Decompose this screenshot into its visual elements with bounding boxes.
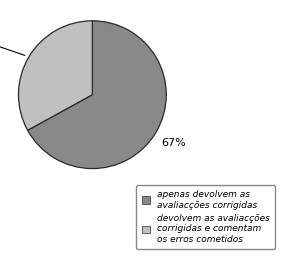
Text: 33%: 33% [0,34,25,55]
Legend: apenas devolvem as
avaliacções corrigidas, devolvem as avaliacções
corrigidas e : apenas devolvem as avaliacções corrigida… [136,185,275,249]
Wedge shape [18,21,92,130]
Wedge shape [28,21,166,169]
Text: 67%: 67% [162,138,186,148]
